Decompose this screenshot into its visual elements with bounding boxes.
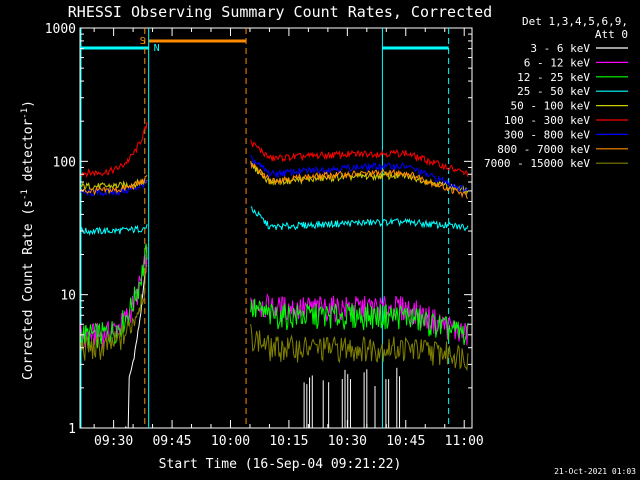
legend-label: 25 - 50 keV: [517, 85, 590, 98]
data-line: [250, 139, 469, 178]
y-axis-label: Corrected Count Rate (s-1 detector-1): [20, 100, 36, 380]
legend-label: 50 - 100 keV: [511, 100, 591, 113]
chart-title: RHESSI Observing Summary Count Rates, Co…: [68, 3, 492, 21]
x-tick-label: 10:30: [328, 434, 367, 449]
series-800-7000-kev: [80, 160, 468, 199]
x-axis-ticks: 09:30 09:45 10:00 10:15 10:30 10:45 11:00: [93, 28, 484, 449]
x-tick-label: 09:30: [94, 434, 133, 449]
legend-header-2: Att 0: [595, 28, 628, 41]
y-tick-label: 10: [60, 289, 76, 304]
x-tick-label: 09:45: [152, 434, 191, 449]
legend-label: 7000 - 15000 keV: [484, 157, 590, 170]
data-line: [250, 155, 469, 194]
legend-label: 6 - 12 keV: [524, 56, 591, 69]
data-line: [80, 264, 148, 361]
data-line: [124, 257, 148, 429]
data-line: [250, 160, 468, 199]
series-300-800-kev: [80, 155, 469, 197]
data-line: [250, 324, 469, 372]
x-tick-label: 11:00: [445, 434, 484, 449]
legend-label: 800 - 7000 keV: [497, 143, 590, 156]
data-line: [80, 246, 148, 349]
y-tick-label: 1000: [45, 22, 76, 37]
legend-label: 3 - 6 keV: [530, 42, 590, 55]
series-12-25-kev: [80, 243, 469, 349]
night-flag-label: N: [154, 43, 160, 54]
series-3-6-kev: [124, 257, 401, 429]
series-7000-15000-kev: [80, 264, 469, 372]
data-line: [250, 298, 469, 345]
plot-frame: [79, 27, 473, 429]
series-100-300-kev: [80, 122, 469, 178]
data-line: [80, 178, 148, 197]
data-line: [250, 206, 469, 232]
data-line: [80, 243, 148, 349]
saa-flag-label: S: [140, 36, 146, 47]
legend-header-1: Det 1,3,4,5,6,9,: [522, 15, 628, 28]
y-tick-label: 100: [53, 155, 76, 170]
plot-area: SN: [79, 27, 473, 429]
series-25-50-kev: [80, 206, 469, 237]
data-line: [80, 122, 148, 178]
legend-label: 100 - 300 keV: [504, 114, 590, 127]
x-tick-label: 10:00: [211, 434, 250, 449]
legend-label: 12 - 25 keV: [517, 71, 590, 84]
x-tick-label: 10:45: [386, 434, 425, 449]
y-tick-label: 1: [68, 422, 76, 437]
x-axis-label: Start Time (16-Sep-04 09:21:22): [159, 457, 402, 472]
data-line: [80, 224, 148, 237]
x-tick-label: 10:15: [269, 434, 308, 449]
footer-timestamp: 21-Oct-2021 01:03: [554, 467, 636, 476]
legend-label: 300 - 800 keV: [504, 128, 590, 141]
data-line: [80, 175, 148, 196]
y-axis-ticks: 1 10 100 1000: [45, 22, 472, 437]
